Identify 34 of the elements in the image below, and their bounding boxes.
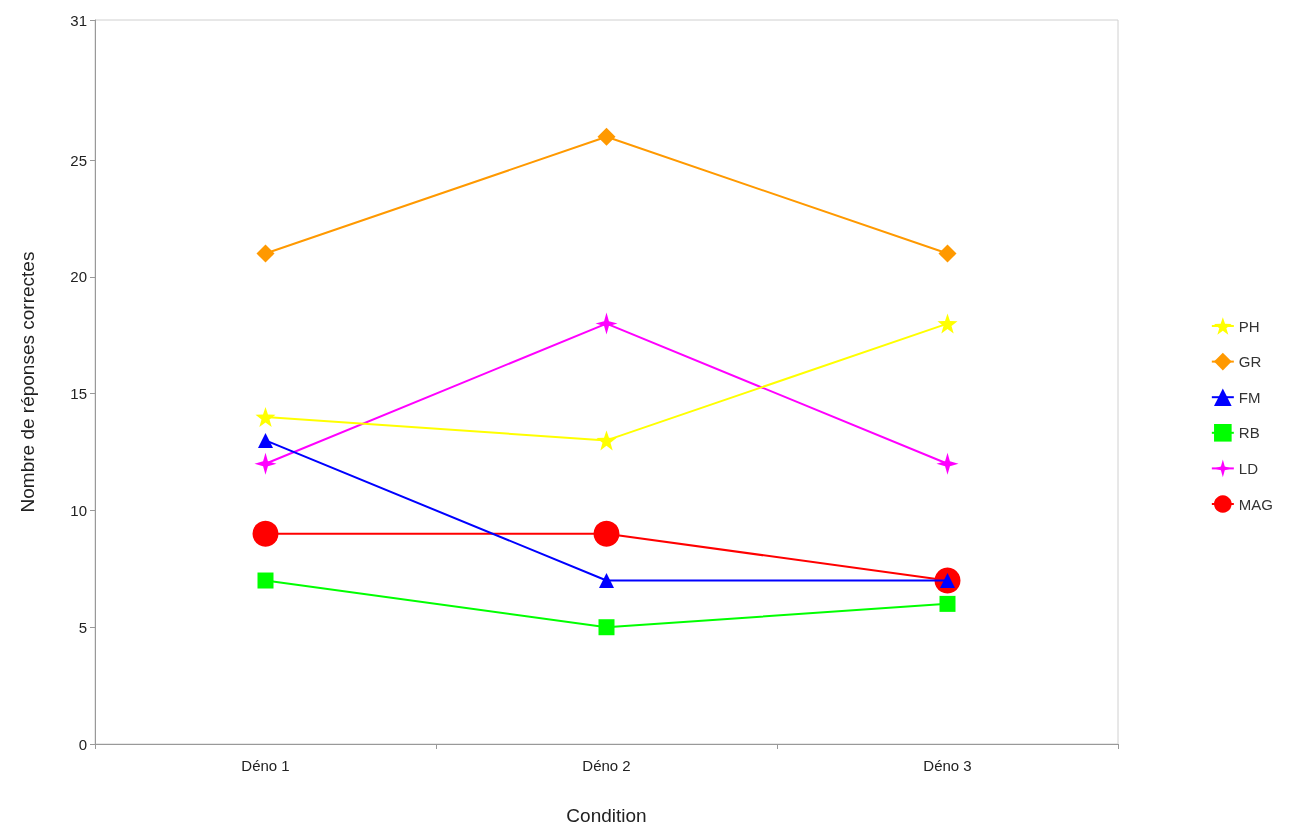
point — [597, 127, 616, 146]
legend-label: RB — [1238, 424, 1260, 442]
point — [937, 313, 958, 334]
point — [936, 452, 959, 475]
y-tick-label: 25 — [70, 151, 87, 169]
x-axis-title: Condition — [566, 805, 647, 826]
point — [252, 520, 279, 547]
y-tick-label: 15 — [70, 385, 87, 403]
point — [258, 432, 273, 448]
point — [596, 430, 617, 451]
legend-label: PH — [1238, 317, 1260, 335]
y-tick-label: 20 — [70, 268, 87, 286]
x-tick-label: Déno 1 — [241, 757, 290, 774]
point — [255, 407, 276, 428]
x-tick-label: Déno 3 — [923, 757, 972, 774]
point — [254, 452, 277, 475]
y-tick-label: 0 — [78, 735, 87, 753]
point — [598, 619, 615, 636]
x-tick-label: Déno 2 — [582, 757, 631, 774]
y-axis-title: Nombre de réponses correctes — [17, 251, 38, 513]
legend-label: LD — [1238, 459, 1259, 477]
point — [256, 244, 275, 263]
y-tick-label: 31 — [70, 11, 87, 29]
point — [595, 312, 618, 335]
point — [938, 244, 957, 263]
legend-label: MAG — [1238, 495, 1273, 513]
point — [599, 573, 614, 589]
legend-label: GR — [1238, 353, 1262, 371]
y-tick-label: 5 — [78, 618, 87, 636]
legend-label: FM — [1238, 388, 1261, 406]
y-tick-label: 10 — [70, 501, 87, 519]
point — [257, 572, 274, 589]
point — [593, 520, 620, 547]
point — [939, 595, 956, 612]
